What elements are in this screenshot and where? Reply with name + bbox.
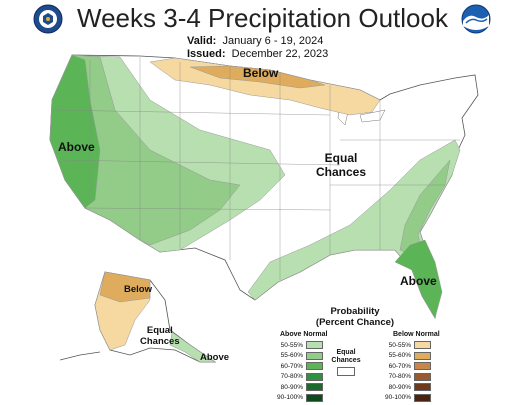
above-southeast-dark xyxy=(394,239,443,319)
label-alaska-above: Above xyxy=(200,352,230,363)
legend-above-label-4: 80-90% xyxy=(280,383,303,391)
legend-above-row-4: 80-90% xyxy=(273,383,323,391)
legend-above-header: Above Normal xyxy=(280,331,328,338)
legend-above-label-2: 60-70% xyxy=(280,362,303,370)
legend-below-label-2: 60-70% xyxy=(388,362,411,370)
legend-title: Probability (Percent Chance) xyxy=(300,306,410,328)
alaska-below-dark xyxy=(99,271,151,303)
legend-below-row-5: 90-100% xyxy=(381,393,431,402)
legend-above-row-1: 55-60% xyxy=(273,351,323,360)
label-above-west: Above xyxy=(58,140,95,154)
legend-below-swatch-3 xyxy=(414,372,431,381)
map-title: Weeks 3-4 Precipitation Outlook xyxy=(77,3,448,33)
legend-title-line1: Probability xyxy=(330,306,380,317)
legend-below-swatch-5 xyxy=(414,393,431,402)
legend-above-label-5: 90-100% xyxy=(276,394,303,401)
legend-above-row-0: 50-55% xyxy=(273,341,323,349)
legend-below-header: Below Normal xyxy=(393,331,440,338)
alaska-aleutians xyxy=(59,351,101,361)
label-above-southeast: Above xyxy=(400,274,437,288)
legend-below-swatch-2 xyxy=(414,362,431,370)
legend-below-row-2: 60-70% xyxy=(381,362,431,370)
label-alaska-equal-line2: Chances xyxy=(140,336,180,347)
legend-below-label-5: 90-100% xyxy=(384,394,411,401)
legend-equal-line1: Equal xyxy=(336,349,356,356)
legend-above-swatch-1 xyxy=(306,351,323,360)
label-equal-line2: Chances xyxy=(316,165,367,179)
legend-below-row-4: 80-90% xyxy=(381,383,431,391)
legend-above-swatch-5 xyxy=(306,393,323,402)
above-southeast-light xyxy=(247,139,461,319)
valid-line: Valid: January 6 - 19, 2024 xyxy=(187,35,323,47)
legend-above-swatch-4 xyxy=(306,383,323,391)
legend-below-row-1: 55-60% xyxy=(381,351,431,360)
legend-below-label-1: 55-60% xyxy=(388,352,411,359)
legend-equal-line2: Chances xyxy=(331,357,361,364)
legend-above-swatch-0 xyxy=(306,341,323,349)
legend-above-row-2: 60-70% xyxy=(273,362,323,370)
legend-above-label-0: 50-55% xyxy=(280,341,303,349)
legend-below-label-0: 50-55% xyxy=(388,341,411,349)
valid-label: Valid: xyxy=(187,35,217,47)
label-equal-line1: Equal xyxy=(324,151,358,165)
issued-line: Issued: December 22, 2023 xyxy=(187,48,328,60)
above-west-dark xyxy=(49,54,101,209)
valid-dates: January 6 - 19, 2024 xyxy=(222,35,324,47)
label-alaska-below: Below xyxy=(124,284,152,295)
legend-below-row-3: 70-80% xyxy=(381,372,431,381)
label-alaska-equal-line1: Equal xyxy=(146,325,173,336)
legend-below-label-4: 80-90% xyxy=(388,383,411,391)
issued-label: Issued: xyxy=(187,48,226,60)
doc-seal-icon xyxy=(33,4,63,34)
legend-above-swatch-3 xyxy=(306,372,323,381)
label-equal-chances: Equal Chances xyxy=(316,151,366,179)
legend-below-swatch-1 xyxy=(414,351,431,360)
alaska-above xyxy=(169,331,216,363)
legend-equal-swatch xyxy=(337,367,355,376)
legend-below-row-0: 50-55% xyxy=(381,341,431,349)
legend-above-swatch-2 xyxy=(306,362,323,370)
noaa-logo-icon xyxy=(461,4,491,34)
legend-title-line2: (Percent Chance) xyxy=(315,317,395,328)
legend-below-label-3: 70-80% xyxy=(388,373,411,380)
issued-date: December 22, 2023 xyxy=(231,48,329,60)
label-below-north: Below xyxy=(243,66,279,80)
below-north-dark xyxy=(189,65,326,89)
legend-equal-label: Equal Chances xyxy=(330,349,362,365)
legend-below-swatch-0 xyxy=(414,341,431,349)
legend-above-label-3: 70-80% xyxy=(280,373,303,380)
legend-below-swatch-4 xyxy=(414,383,431,391)
label-alaska-equal: Equal Chances xyxy=(140,325,180,347)
legend-above-label-1: 55-60% xyxy=(280,352,303,359)
legend-above-row-3: 70-80% xyxy=(273,372,323,381)
legend-above-row-5: 90-100% xyxy=(273,393,323,402)
